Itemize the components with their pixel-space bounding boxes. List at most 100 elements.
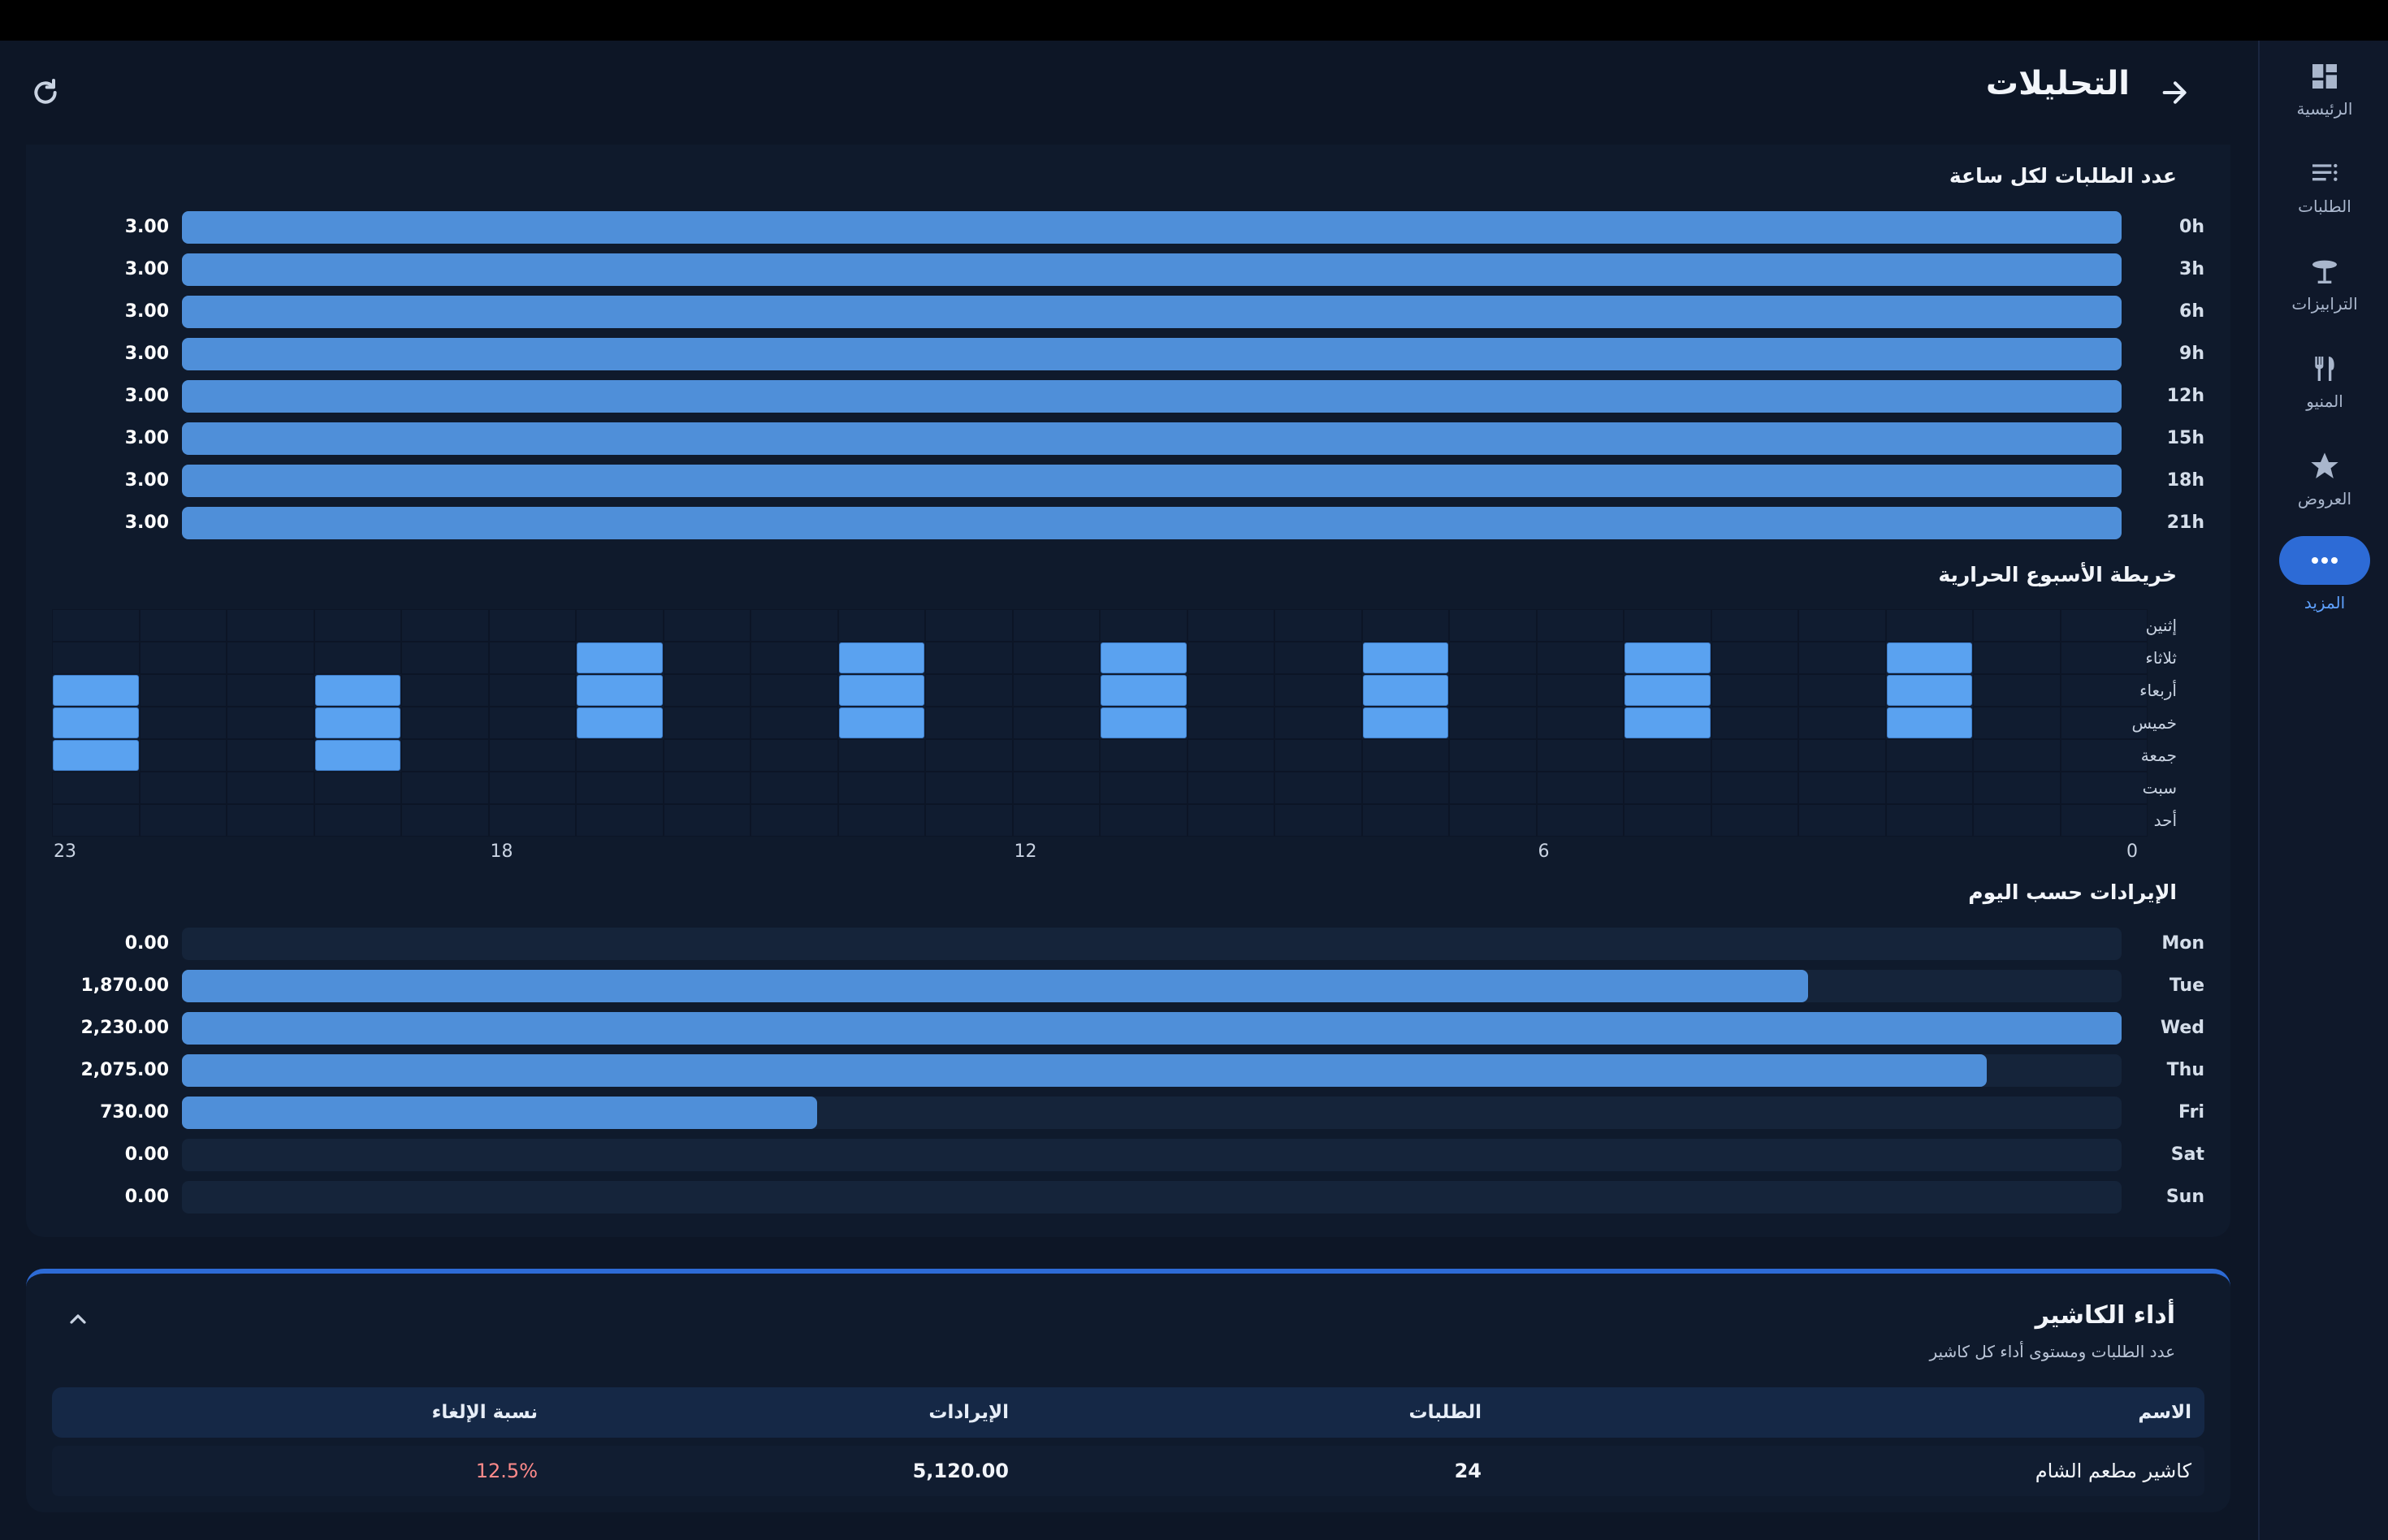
heatmap-cell — [1012, 804, 1100, 837]
heatmap-cell-active — [1362, 675, 1448, 706]
heatmap-cell — [576, 804, 664, 837]
back-button[interactable] — [2159, 76, 2191, 112]
column-header-cancel-rate[interactable]: نسبة الإلغاء — [431, 1402, 538, 1423]
revenue-value-label: 730.00 — [100, 1102, 169, 1123]
heatmap-cell-active — [838, 642, 924, 673]
heatmap-cell — [1449, 642, 1537, 674]
hourly-bar — [182, 253, 2122, 286]
revenue-row: 0.00 Mon — [26, 928, 2230, 960]
hourly-bar-track — [182, 211, 2122, 244]
nav-item-more[interactable]: المزيد — [2260, 536, 2388, 612]
heatmap-cell-active — [577, 642, 663, 673]
heatmap-cell — [227, 772, 314, 804]
heatmap-cell — [488, 609, 576, 642]
heatmap-cell — [139, 772, 227, 804]
table-row[interactable]: كاشير مطعم الشام 24 5,120.00 12.5% — [52, 1446, 2204, 1496]
nav-item-orders[interactable]: الطلبات — [2260, 154, 2388, 216]
heatmap-cell-active — [314, 707, 400, 738]
revenue-value-label: 0.00 — [124, 1187, 169, 1207]
heatmap-cell — [925, 772, 1013, 804]
heatmap-cell — [751, 642, 838, 674]
heatmap-cell — [2060, 707, 2148, 739]
collapse-button[interactable] — [65, 1306, 91, 1335]
refresh-button[interactable] — [29, 76, 62, 112]
heatmap-cell — [227, 642, 314, 674]
heatmap-cell — [314, 609, 401, 642]
heatmap-cell — [1012, 739, 1100, 772]
column-header-revenue[interactable]: الإيرادات — [928, 1402, 1009, 1423]
hourly-category-label: 0h — [2179, 217, 2204, 237]
heatmap-cell — [227, 739, 314, 772]
heatmap-cell — [1100, 739, 1188, 772]
heatmap-cell — [1711, 707, 1798, 739]
nav-item-offers[interactable]: العروض — [2260, 447, 2388, 508]
heatmap-cell — [1361, 609, 1449, 642]
heatmap-cell — [837, 609, 925, 642]
star-icon — [2305, 447, 2344, 486]
cashier-title: أداء الكاشير — [2035, 1301, 2175, 1330]
hourly-category-label: 3h — [2179, 259, 2204, 279]
heatmap-cell — [1361, 772, 1449, 804]
heatmap-cell-active — [1101, 707, 1187, 738]
revenue-category-label: Sat — [2170, 1144, 2204, 1165]
heatmap-hour-label: 0 — [2126, 841, 2138, 862]
heatmap-cell — [227, 674, 314, 707]
hourly-bar-track — [182, 507, 2122, 539]
heatmap-cell — [663, 674, 751, 707]
heatmap-day-label: سبت — [2142, 778, 2177, 798]
heatmap-cell — [401, 674, 489, 707]
heatmap-day-label: خميس — [2131, 713, 2177, 733]
revenue-by-day-title: الإيرادات حسب اليوم — [1968, 880, 2177, 904]
hourly-bar-track — [182, 465, 2122, 497]
heatmap-cell — [1536, 609, 1624, 642]
nav-item-tables[interactable]: الترابيزات — [2260, 252, 2388, 314]
more-icon — [2279, 536, 2370, 585]
heatmap-cell — [52, 772, 140, 804]
heatmap-cell — [1885, 609, 1973, 642]
heatmap-cell-active — [838, 707, 924, 738]
revenue-bar — [182, 1097, 817, 1129]
hourly-category-label: 9h — [2179, 344, 2204, 364]
hourly-row: 3.00 18h — [26, 465, 2230, 497]
heatmap-cell — [401, 642, 489, 674]
heatmap-cell-active — [53, 675, 139, 706]
heatmap-cell — [576, 609, 664, 642]
heatmap-cell — [1711, 804, 1798, 837]
revenue-bar — [182, 1054, 1987, 1087]
arrow-right-icon — [2162, 81, 2187, 104]
heatmap-cell — [1274, 609, 1362, 642]
heatmap-cell — [663, 804, 751, 837]
hourly-bar — [182, 465, 2122, 497]
heatmap-cell — [1012, 772, 1100, 804]
column-header-orders[interactable]: الطلبات — [1408, 1402, 1482, 1423]
heatmap-cell — [401, 707, 489, 739]
heatmap-cell — [488, 739, 576, 772]
hourly-bar-track — [182, 253, 2122, 286]
heatmap-cell — [1798, 707, 1886, 739]
cashier-subtitle: عدد الطلبات ومستوى أداء كل كاشير — [1929, 1342, 2175, 1361]
heatmap-cell — [751, 674, 838, 707]
heatmap-cell — [751, 804, 838, 837]
heatmap-cell — [1973, 674, 2061, 707]
heatmap-cell — [1536, 674, 1624, 707]
heatmap-cell — [1798, 804, 1886, 837]
heatmap-cell — [1100, 804, 1188, 837]
nav-label: الرئيسية — [2296, 99, 2353, 119]
heatmap-cell — [1012, 707, 1100, 739]
column-header-name[interactable]: الاسم — [2138, 1402, 2191, 1423]
heatmap-cell — [1973, 739, 2061, 772]
heatmap-cell — [1973, 707, 2061, 739]
heatmap-hour-label: 23 — [54, 841, 76, 862]
heatmap-cell — [1274, 804, 1362, 837]
heatmap-cell — [1361, 804, 1449, 837]
nav-item-home[interactable]: الرئيسية — [2260, 57, 2388, 119]
revenue-value-label: 2,230.00 — [80, 1018, 169, 1038]
hourly-category-label: 12h — [2166, 386, 2204, 406]
hourly-value-label: 3.00 — [124, 470, 169, 491]
nav-item-menu[interactable]: المنيو — [2260, 349, 2388, 411]
nav-label: الترابيزات — [2291, 294, 2358, 314]
heatmap-cell-active — [314, 675, 400, 706]
cell-cancel-rate: 12.5% — [475, 1460, 538, 1482]
revenue-row: 1,870.00 Tue — [26, 970, 2230, 1002]
heatmap-cell — [1536, 739, 1624, 772]
